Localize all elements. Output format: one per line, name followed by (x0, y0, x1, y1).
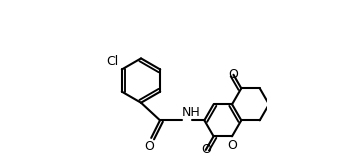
Text: O: O (145, 140, 154, 153)
Text: O: O (201, 143, 211, 156)
Text: Cl: Cl (106, 55, 118, 68)
Text: O: O (229, 68, 238, 81)
Text: NH: NH (182, 106, 201, 118)
Text: O: O (227, 139, 237, 152)
